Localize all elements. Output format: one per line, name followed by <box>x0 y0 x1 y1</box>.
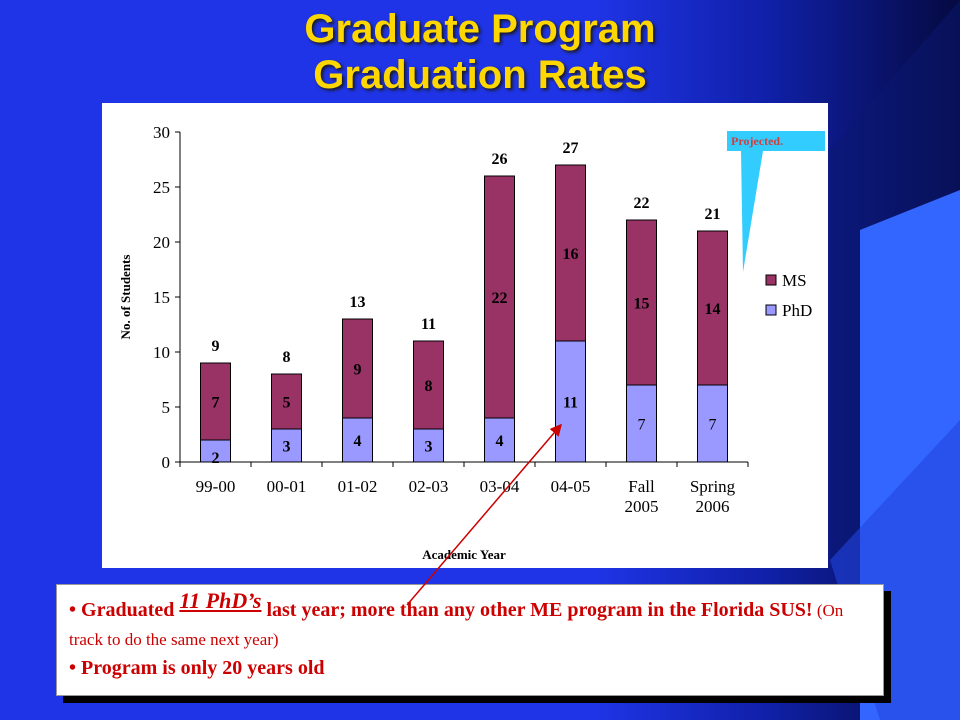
data-label-total: 11 <box>421 316 436 333</box>
data-label-total: 8 <box>283 349 291 366</box>
y-tick-label: 0 <box>162 453 171 472</box>
data-label-ms: 16 <box>563 246 579 263</box>
title-line-1: Graduate Program <box>304 7 656 51</box>
bar-ms <box>413 340 444 430</box>
x-tick-label: 01-02 <box>338 477 378 496</box>
x-tick-label: 02-03 <box>409 477 449 496</box>
bar-phd <box>342 417 373 463</box>
data-label-phd: 4 <box>496 433 504 450</box>
callout-parenthetical: (On track to do the same next year) <box>69 601 844 649</box>
bar-ms <box>271 373 302 430</box>
bar-chart: 05101520253027999-0035800-01491301-02381… <box>118 123 812 562</box>
data-label-ms: 15 <box>634 296 650 313</box>
data-label-total: 13 <box>350 294 366 311</box>
callout-bullet-1: • Graduated 11 PhD’s last year; more tha… <box>69 588 871 654</box>
y-tick-label: 10 <box>153 343 170 362</box>
bullet-glyph: • <box>69 657 77 679</box>
chart-panel: 0 5 10 15 20 25 30 2 7 9 99-00 3 5 8 00-01 4 9 13 01-02 3 8 1… <box>102 103 828 568</box>
x-tick-label: Spring <box>690 477 736 496</box>
data-label-phd: 7 <box>638 417 646 434</box>
bar-ms <box>697 230 728 386</box>
data-label-ms: 14 <box>705 301 721 318</box>
bar-ms <box>484 175 515 419</box>
callout-bullet-2: • Program is only 20 years old <box>69 654 871 682</box>
y-tick-label: 30 <box>153 123 170 142</box>
data-label-ms: 22 <box>492 290 508 307</box>
callout-text-post: last year; more than any other ME progra… <box>261 599 813 621</box>
bar-ms <box>555 164 586 342</box>
bar-phd <box>626 384 657 463</box>
title-line-2: Graduation Rates <box>313 53 647 97</box>
data-label-total: 22 <box>634 195 650 212</box>
callout-emphasis: 11 PhD’s <box>179 588 262 613</box>
bullet-glyph: • <box>69 599 77 621</box>
bar-ms <box>342 318 373 419</box>
x-tick-label: 99-00 <box>196 477 236 496</box>
x-axis-label: Academic Year <box>422 547 506 562</box>
y-tick-label: 25 <box>153 178 170 197</box>
y-tick-label: 15 <box>153 288 170 307</box>
bar-ms <box>626 219 657 386</box>
x-tick-label: Fall <box>628 477 655 496</box>
x-tick-label: 00-01 <box>267 477 307 496</box>
data-label-total: 9 <box>212 338 220 355</box>
bar-ms <box>200 362 231 441</box>
bar-phd <box>271 428 302 463</box>
callout-text-pre: Graduated <box>81 599 180 621</box>
data-label-phd: 7 <box>709 417 717 434</box>
legend-swatch-ms <box>765 274 777 286</box>
data-label-total: 26 <box>492 151 508 168</box>
x-tick-label: 04-05 <box>551 477 591 496</box>
data-label-phd: 11 <box>563 395 578 412</box>
data-label-ms: 8 <box>425 378 433 395</box>
page-title: Graduate Program Graduation Rates <box>180 6 780 98</box>
data-label-ms: 5 <box>283 395 291 412</box>
callout-text-2: Program is only 20 years old <box>81 657 325 679</box>
projected-note: Projected. <box>727 131 825 151</box>
data-label-phd: 2 <box>212 450 220 467</box>
y-axis-label: No. of Students <box>118 255 133 340</box>
legend-label-phd: PhD <box>782 301 812 320</box>
legend-swatch-phd <box>765 304 777 316</box>
x-tick-label: 03-04 <box>480 477 520 496</box>
data-label-ms: 7 <box>212 395 220 412</box>
bar-phd <box>697 384 728 463</box>
y-tick-label: 20 <box>153 233 170 252</box>
data-label-ms: 9 <box>354 362 362 379</box>
data-label-total: 27 <box>563 140 579 157</box>
x-tick-label: 2006 <box>696 497 730 516</box>
data-label-phd: 3 <box>283 439 291 456</box>
y-tick-label: 5 <box>162 398 171 417</box>
legend-label-ms: MS <box>782 271 807 290</box>
data-label-total: 21 <box>705 206 721 223</box>
data-label-phd: 3 <box>425 439 433 456</box>
x-tick-label: 2005 <box>625 497 659 516</box>
callout-box: • Graduated 11 PhD’s last year; more tha… <box>56 584 884 696</box>
data-label-phd: 4 <box>354 433 362 450</box>
